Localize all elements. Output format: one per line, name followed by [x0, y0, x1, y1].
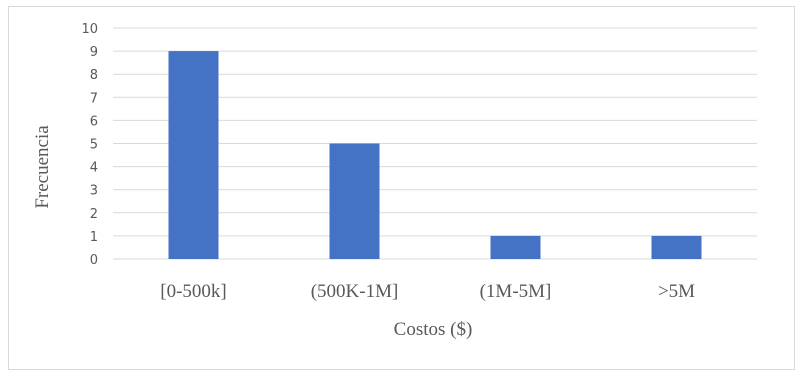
bar [329, 143, 380, 259]
y-tick-label: 3 [90, 184, 98, 199]
x-category-label: >5M [658, 281, 695, 302]
y-tick-label: 2 [90, 207, 98, 222]
y-axis-title: Frecuencia [32, 125, 53, 209]
bars [168, 51, 702, 259]
y-tick-label: 1 [90, 230, 98, 245]
y-tick-label: 7 [90, 91, 98, 106]
x-axis-categories: [0-500k] (500K-1M] (1M-5M] >5M [160, 281, 695, 302]
y-tick-label: 5 [90, 138, 98, 153]
y-tick-label: 4 [90, 161, 98, 176]
bar [490, 235, 541, 259]
y-tick-label: 10 [81, 22, 98, 37]
y-tick-label: 6 [90, 114, 98, 129]
bar [168, 51, 219, 259]
bar [651, 235, 702, 259]
y-tick-label: 8 [90, 68, 98, 83]
y-tick-label: 0 [90, 253, 98, 268]
x-category-label: (1M-5M] [480, 281, 552, 302]
x-category-label: (500K-1M] [311, 281, 399, 302]
y-axis-ticks: 0 1 2 3 4 5 6 7 8 9 10 [81, 22, 98, 268]
x-axis-title: Costos ($) [394, 319, 473, 340]
gridlines [113, 27, 757, 260]
chart-frame [8, 6, 795, 370]
x-category-label: [0-500k] [160, 281, 226, 302]
y-tick-label: 9 [90, 45, 98, 60]
